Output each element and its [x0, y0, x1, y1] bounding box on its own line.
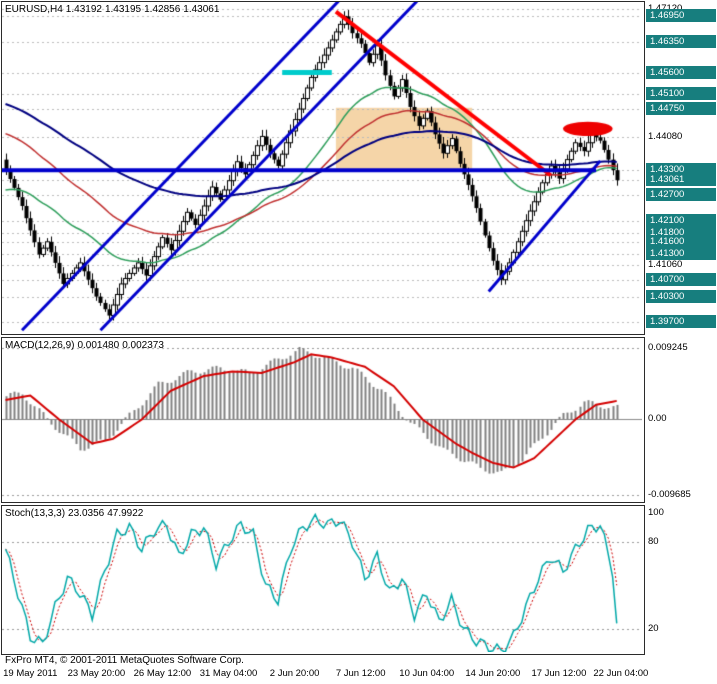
time-axis-label: 14 Jun 20:00 [465, 668, 521, 679]
stoch-chart-canvas[interactable] [2, 506, 642, 652]
macd-indicator-label: MACD(12,26,9) 0.001480 0.002373 [5, 340, 167, 351]
stoch-panel [1, 505, 645, 655]
macd-name: MACD(12,26,9) [5, 340, 75, 351]
quote-close: 1.43061 [183, 4, 220, 15]
macd-chart-canvas[interactable] [2, 338, 642, 500]
time-axis-label: 23 May 20:00 [67, 668, 126, 679]
stoch-indicator-label: Stoch(13,3,3) 23.0356 47.9922 [5, 508, 146, 519]
price-chart-canvas[interactable] [2, 2, 642, 332]
price-axis-label: 1.41060 [648, 258, 683, 270]
price-level-badge: 1.45600 [646, 66, 716, 80]
current-price-badge: 1.43061 [646, 173, 716, 187]
stoch-name: Stoch(13,3,3) [5, 508, 66, 519]
stoch-axis-label: 20 [648, 623, 659, 635]
time-axis-label: 31 May 04:00 [199, 668, 258, 679]
time-axis-label: 2 Jun 20:00 [269, 668, 320, 679]
macd-axis-label: 0.009245 [648, 341, 688, 353]
copyright-text: FxPro MT4, © 2001-2011 MetaQuotes Softwa… [5, 655, 244, 666]
quote-open: 1.43192 [65, 4, 102, 15]
stoch-axis-label: 80 [648, 535, 659, 547]
chart-title: EURUSD,H4 1.43192 1.43195 1.42856 1.43061 [5, 4, 222, 15]
stoch-axis-label: 100 [648, 506, 664, 518]
price-level-badge: 1.43300 [646, 163, 716, 177]
price-axis-label: 1.47120 [648, 3, 682, 15]
price-level-badge: 1.40700 [646, 272, 716, 286]
price-level-badge: 1.40300 [646, 289, 716, 303]
macd-panel [1, 337, 645, 503]
stoch-signal-value: 47.9922 [107, 508, 144, 519]
price-level-badge: 1.44750 [646, 102, 716, 116]
time-axis-label: 26 May 12:00 [133, 668, 192, 679]
price-level-badge: 1.46950 [646, 9, 716, 23]
price-level-badge: 1.39700 [646, 314, 716, 328]
symbol-timeframe: EURUSD,H4 [5, 4, 63, 15]
time-axis-label: 17 Jun 12:00 [531, 668, 587, 679]
quote-low: 1.42856 [144, 4, 181, 15]
time-axis-label: 10 Jun 04:00 [399, 668, 455, 679]
price-panel [1, 1, 645, 335]
price-level-badge: 1.41300 [646, 247, 716, 261]
macd-axis-label: -0.009685 [648, 488, 691, 500]
quote-high: 1.43195 [104, 4, 142, 15]
price-level-badge: 1.45100 [646, 87, 716, 101]
price-level-badge: 1.42100 [646, 213, 716, 227]
stoch-main-value: 23.0356 [68, 508, 105, 519]
macd-axis-label: 0.00 [648, 413, 667, 425]
macd-signal-value: 0.002373 [122, 340, 164, 351]
price-level-badge: 1.42700 [646, 188, 716, 202]
macd-main-value: 0.001480 [77, 340, 120, 351]
time-axis-label: 22 Jun 04:00 [593, 668, 649, 679]
price-level-badge: 1.46350 [646, 34, 716, 48]
price-level-badge: 1.41600 [646, 234, 716, 248]
time-axis-label: 7 Jun 12:00 [335, 668, 386, 679]
price-axis-label: 1.44080 [648, 131, 683, 143]
time-axis-label: 19 May 2011 [3, 668, 58, 679]
